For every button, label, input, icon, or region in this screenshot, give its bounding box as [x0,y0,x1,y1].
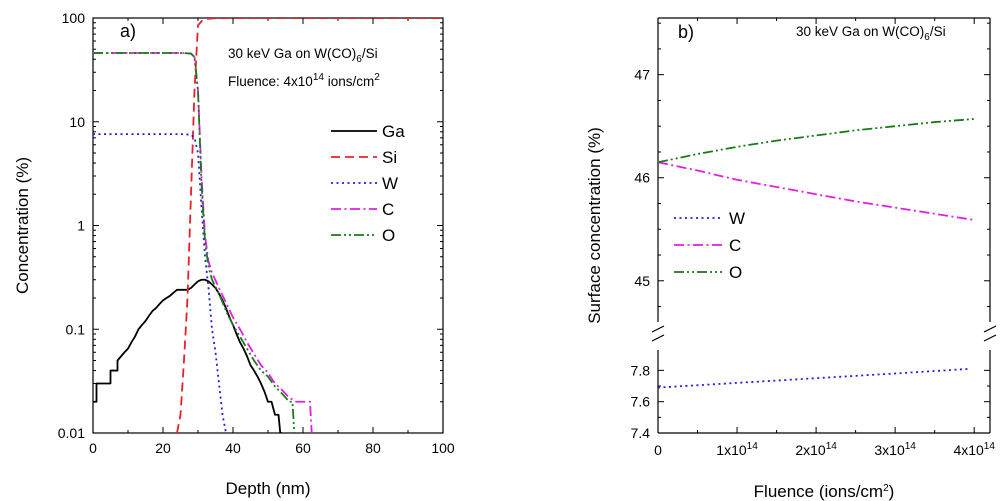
panel-b-break-mark-left [651,325,665,333]
panel-b-break-mark-right [983,325,997,333]
panel-b-y-axis-title: Surface concentration (%) [585,127,604,324]
panel-b-ytick-label-upper: 46 [634,170,650,186]
panel-a-xtick-label: 40 [225,440,241,456]
panel-b-ytick-label-lower: 7.6 [631,394,651,410]
panel-b-xtick-label: 1x1014 [716,441,758,458]
panel-b-xtick-label: 3x1014 [874,441,916,458]
legend-a-si-label: Si [382,148,397,167]
panel-b-xtick-label: 4x1014 [953,441,995,458]
legend-b-c-label: C [729,236,741,255]
series-b-w-line [657,367,971,389]
panel-b-label: b) [678,22,694,42]
panel-a-ytick-label: 1 [77,218,85,234]
panel-b-xtick-label: 0 [654,442,662,458]
legend-b-w-label: W [729,209,745,228]
panel-b-x-axis-title: Fluence (ions/cm2) [754,482,895,501]
panel-a-ytick-label: 10 [69,114,85,130]
series-o-line [93,52,296,433]
series-w-line [93,133,227,433]
panel-b-ytick-label-upper: 45 [634,273,650,289]
legend-a-c-label: C [382,200,394,219]
legend-a-o-label: O [382,226,395,245]
panel-b-break-mark-left [651,334,665,342]
panel-a-xtick-label: 20 [155,440,171,456]
series-ga-line [93,278,282,433]
panel-b-ytick-label-lower: 7.8 [631,362,651,378]
panel-b-annotation-title: 30 keV Ga on W(CO)6/Si [796,24,946,43]
panel-a-xtick-label: 0 [89,440,97,456]
legend-b-o-label: O [729,263,742,282]
series-b-o-line [657,118,975,164]
panel-a-annotation-fluence: Fluence: 4x1014 ions/cm2 [228,72,380,89]
series-b-c-line [657,161,975,221]
panel-a-ytick-label: 0.1 [66,321,86,337]
legend-a-w-label: W [382,174,398,193]
legend-a-ga-label: Ga [382,122,405,141]
panel-a-xtick-label: 80 [365,440,381,456]
panel-a-xtick-label: 60 [295,440,311,456]
panel-a-label: a) [120,21,136,41]
panel-a-annotation-title: 30 keV Ga on W(CO)6/Si [228,46,378,65]
panel-b-ytick-label-upper: 47 [634,67,650,83]
series-c-line [93,52,313,433]
panel-a-ytick-label: 0.01 [58,425,85,441]
panel-b-ytick-label-lower: 7.4 [631,425,651,441]
series-si-line [176,18,443,433]
panel-a-y-axis-title: Concentration (%) [13,157,32,294]
panel-b-xtick-label: 2x1014 [795,441,837,458]
panel-b-break-mark-right [983,334,997,342]
panel-a-ytick-label: 100 [62,10,86,26]
panel-a-x-axis-title: Depth (nm) [225,479,310,498]
panel-a-xtick-label: 100 [431,440,455,456]
